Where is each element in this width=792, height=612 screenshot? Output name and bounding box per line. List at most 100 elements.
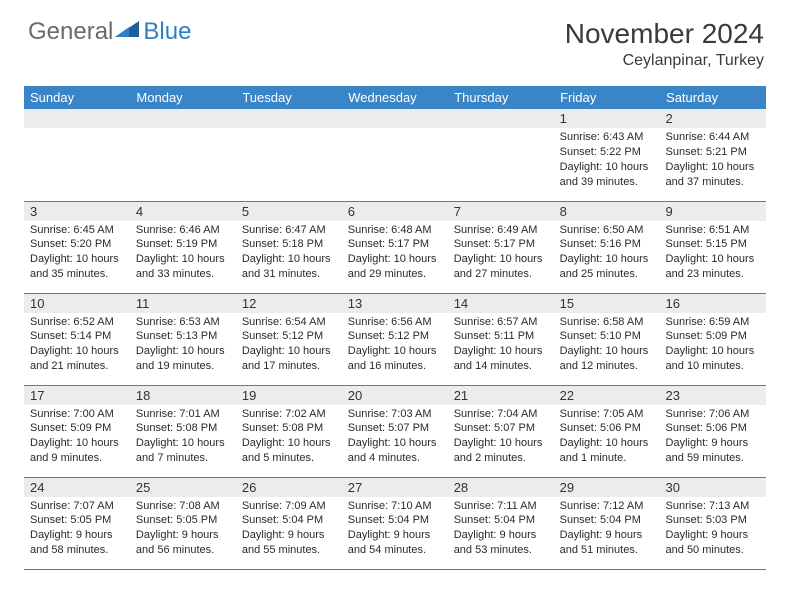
brand-triangle-icon — [115, 18, 141, 46]
daylight-text: Daylight: 10 hours and 19 minutes. — [136, 344, 230, 374]
day-body: Sunrise: 7:07 AMSunset: 5:05 PMDaylight:… — [24, 497, 130, 562]
brand-word1: General — [28, 18, 113, 46]
daylight-text: Daylight: 10 hours and 14 minutes. — [454, 344, 548, 374]
sunrise-text: Sunrise: 7:10 AM — [348, 499, 442, 514]
day-body: Sunrise: 7:08 AMSunset: 5:05 PMDaylight:… — [130, 497, 236, 562]
daylight-text: Daylight: 10 hours and 9 minutes. — [30, 436, 124, 466]
daylight-text: Daylight: 10 hours and 21 minutes. — [30, 344, 124, 374]
sunset-text: Sunset: 5:07 PM — [454, 421, 548, 436]
daylight-text: Daylight: 9 hours and 50 minutes. — [666, 528, 760, 558]
sunset-text: Sunset: 5:08 PM — [242, 421, 336, 436]
daylight-text: Daylight: 9 hours and 58 minutes. — [30, 528, 124, 558]
sunrise-text: Sunrise: 7:05 AM — [560, 407, 654, 422]
day-number: 27 — [342, 478, 448, 497]
sunrise-text: Sunrise: 6:53 AM — [136, 315, 230, 330]
calendar-row: 3Sunrise: 6:45 AMSunset: 5:20 PMDaylight… — [24, 201, 766, 293]
sunset-text: Sunset: 5:21 PM — [666, 145, 760, 160]
title-block: November 2024 Ceylanpinar, Turkey — [565, 18, 764, 70]
day-body: Sunrise: 6:43 AMSunset: 5:22 PMDaylight:… — [554, 128, 660, 193]
sunset-text: Sunset: 5:05 PM — [136, 513, 230, 528]
calendar-cell: 19Sunrise: 7:02 AMSunset: 5:08 PMDayligh… — [236, 385, 342, 477]
calendar-cell: 11 Sunrise: 6:53 AMSunset: 5:13 PMDayligh… — [130, 293, 236, 385]
day-number: 24 — [24, 478, 130, 497]
day-number: 23 — [660, 386, 766, 405]
day-number: 6 — [342, 202, 448, 221]
sunset-text: Sunset: 5:17 PM — [348, 237, 442, 252]
sunrise-text: Sunrise: 6:43 AM — [560, 130, 654, 145]
sunrise-text: Sunrise: 7:04 AM — [454, 407, 548, 422]
calendar-cell: 13Sunrise: 6:56 AMSunset: 5:12 PMDayligh… — [342, 293, 448, 385]
calendar-cell: 28Sunrise: 7:11 AMSunset: 5:04 PMDayligh… — [448, 477, 554, 569]
day-number: 26 — [236, 478, 342, 497]
day-number: 12 — [236, 294, 342, 313]
daylight-text: Daylight: 10 hours and 31 minutes. — [242, 252, 336, 282]
day-body: Sunrise: 7:02 AMSunset: 5:08 PMDaylight:… — [236, 405, 342, 470]
day-body: Sunrise: 6:50 AMSunset: 5:16 PMDaylight:… — [554, 221, 660, 286]
day-body: Sunrise: 6:45 AMSunset: 5:20 PMDaylight:… — [24, 221, 130, 286]
day-number: 28 — [448, 478, 554, 497]
sunrise-text: Sunrise: 6:49 AM — [454, 223, 548, 238]
calendar-cell: 23Sunrise: 7:06 AMSunset: 5:06 PMDayligh… — [660, 385, 766, 477]
daylight-text: Daylight: 10 hours and 12 minutes. — [560, 344, 654, 374]
day-number: 16 — [660, 294, 766, 313]
day-number: 25 — [130, 478, 236, 497]
sunrise-text: Sunrise: 6:58 AM — [560, 315, 654, 330]
day-body: Sunrise: 6:58 AMSunset: 5:10 PMDaylight:… — [554, 313, 660, 378]
calendar-cell: 12Sunrise: 6:54 AMSunset: 5:12 PMDayligh… — [236, 293, 342, 385]
calendar-row: 24Sunrise: 7:07 AMSunset: 5:05 PMDayligh… — [24, 477, 766, 569]
day-number: 2 — [660, 109, 766, 128]
day-number: 19 — [236, 386, 342, 405]
day-body: Sunrise: 7:06 AMSunset: 5:06 PMDaylight:… — [660, 405, 766, 470]
day-number — [130, 109, 236, 128]
daylight-text: Daylight: 9 hours and 59 minutes. — [666, 436, 760, 466]
sunset-text: Sunset: 5:04 PM — [454, 513, 548, 528]
sunrise-text: Sunrise: 7:08 AM — [136, 499, 230, 514]
calendar-cell: 26Sunrise: 7:09 AMSunset: 5:04 PMDayligh… — [236, 477, 342, 569]
daylight-text: Daylight: 9 hours and 54 minutes. — [348, 528, 442, 558]
day-number: 8 — [554, 202, 660, 221]
daylight-text: Daylight: 10 hours and 2 minutes. — [454, 436, 548, 466]
daylight-text: Daylight: 10 hours and 10 minutes. — [666, 344, 760, 374]
calendar-cell: 24Sunrise: 7:07 AMSunset: 5:05 PMDayligh… — [24, 477, 130, 569]
weekday-header: Wednesday — [342, 86, 448, 109]
day-body: Sunrise: 6:48 AMSunset: 5:17 PMDaylight:… — [342, 221, 448, 286]
sunrise-text: Sunrise: 7:06 AM — [666, 407, 760, 422]
daylight-text: Daylight: 10 hours and 16 minutes. — [348, 344, 442, 374]
daylight-text: Daylight: 10 hours and 35 minutes. — [30, 252, 124, 282]
sunset-text: Sunset: 5:13 PM — [136, 329, 230, 344]
calendar-cell — [448, 109, 554, 201]
sunrise-text: Sunrise: 6:52 AM — [30, 315, 124, 330]
day-number — [24, 109, 130, 128]
calendar-cell: 20Sunrise: 7:03 AMSunset: 5:07 PMDayligh… — [342, 385, 448, 477]
calendar-cell: 25Sunrise: 7:08 AMSunset: 5:05 PMDayligh… — [130, 477, 236, 569]
day-body: Sunrise: 7:10 AMSunset: 5:04 PMDaylight:… — [342, 497, 448, 562]
sunrise-text: Sunrise: 7:00 AM — [30, 407, 124, 422]
day-body: Sunrise: 7:05 AMSunset: 5:06 PMDaylight:… — [554, 405, 660, 470]
sunset-text: Sunset: 5:16 PM — [560, 237, 654, 252]
day-body: Sunrise: 6:57 AMSunset: 5:11 PMDaylight:… — [448, 313, 554, 378]
sunset-text: Sunset: 5:08 PM — [136, 421, 230, 436]
sunrise-text: Sunrise: 7:02 AM — [242, 407, 336, 422]
day-body: Sunrise: 6:54 AMSunset: 5:12 PMDaylight:… — [236, 313, 342, 378]
calendar-cell: 15Sunrise: 6:58 AMSunset: 5:10 PMDayligh… — [554, 293, 660, 385]
calendar-cell: 22Sunrise: 7:05 AMSunset: 5:06 PMDayligh… — [554, 385, 660, 477]
calendar-body: 1Sunrise: 6:43 AMSunset: 5:22 PMDaylight… — [24, 109, 766, 569]
day-body: Sunrise: 7:03 AMSunset: 5:07 PMDaylight:… — [342, 405, 448, 470]
day-number: 30 — [660, 478, 766, 497]
sunrise-text: Sunrise: 7:11 AM — [454, 499, 548, 514]
daylight-text: Daylight: 10 hours and 25 minutes. — [560, 252, 654, 282]
header: General Blue November 2024 Ceylanpinar, … — [0, 0, 792, 80]
weekday-header: Thursday — [448, 86, 554, 109]
sunset-text: Sunset: 5:12 PM — [348, 329, 442, 344]
sunset-text: Sunset: 5:18 PM — [242, 237, 336, 252]
day-number: 7 — [448, 202, 554, 221]
day-number: 20 — [342, 386, 448, 405]
daylight-text: Daylight: 10 hours and 4 minutes. — [348, 436, 442, 466]
weekday-header: Tuesday — [236, 86, 342, 109]
day-number: 11 — [130, 294, 236, 313]
sunrise-text: Sunrise: 7:07 AM — [30, 499, 124, 514]
sunset-text: Sunset: 5:22 PM — [560, 145, 654, 160]
day-number: 1 — [554, 109, 660, 128]
sunset-text: Sunset: 5:20 PM — [30, 237, 124, 252]
day-body: Sunrise: 6:44 AMSunset: 5:21 PMDaylight:… — [660, 128, 766, 193]
